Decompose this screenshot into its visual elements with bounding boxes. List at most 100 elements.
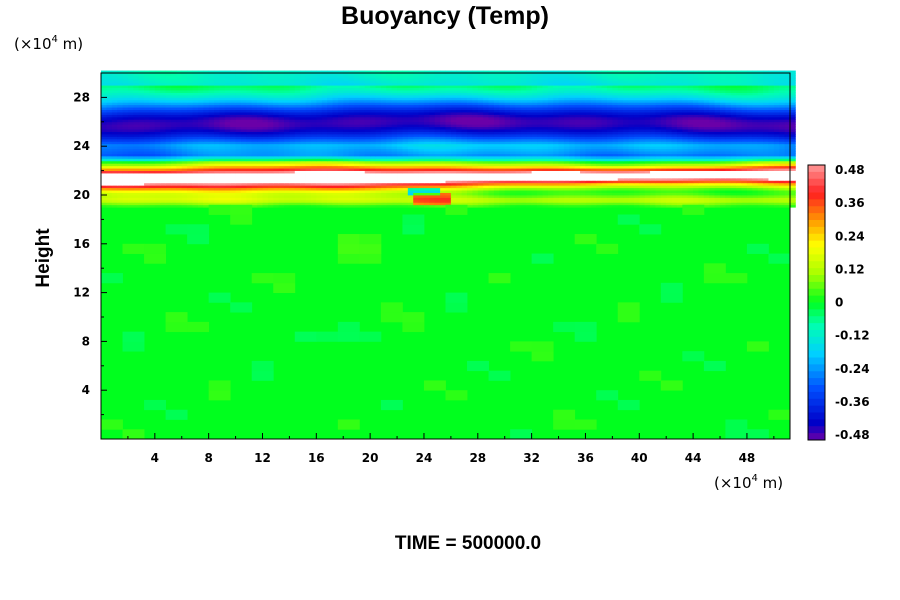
heatmap-cell xyxy=(219,131,226,135)
heatmap-cell xyxy=(386,204,393,208)
heatmap-cell xyxy=(526,175,533,179)
heatmap-cell xyxy=(117,148,123,152)
heatmap-cell xyxy=(101,197,107,201)
heatmap-cell xyxy=(558,173,565,176)
heatmap-cell xyxy=(423,158,430,162)
heatmap-cell xyxy=(493,190,500,193)
heatmap-cell xyxy=(289,199,296,203)
heatmap-cell xyxy=(429,199,436,203)
heatmap-cell xyxy=(617,185,624,189)
heatmap-cell xyxy=(671,192,678,196)
heatmap-cell xyxy=(337,177,344,181)
heatmap-cell xyxy=(488,146,495,150)
heatmap-cell xyxy=(246,175,253,179)
heatmap-cell xyxy=(574,136,581,140)
heatmap-cell xyxy=(359,129,366,132)
heatmap-cell xyxy=(660,148,667,152)
heatmap-cell xyxy=(133,151,140,154)
heatmap-cell xyxy=(386,182,393,186)
heatmap-cell xyxy=(773,175,780,179)
heatmap-cell xyxy=(197,138,204,142)
heatmap-cell xyxy=(580,134,586,137)
heatmap-cell xyxy=(596,126,603,130)
heatmap-cell xyxy=(316,202,323,206)
heatmap-cell xyxy=(224,202,231,206)
heatmap-cell xyxy=(380,158,387,162)
heatmap-cell xyxy=(407,129,414,132)
heatmap-cell xyxy=(790,190,796,193)
heatmap-cell xyxy=(601,138,608,142)
heatmap-cell xyxy=(537,185,543,189)
heatmap-cell xyxy=(650,195,656,198)
heatmap-cell xyxy=(531,204,538,208)
heatmap-cell xyxy=(165,190,172,193)
heatmap-cell xyxy=(214,131,220,135)
heatmap-cell xyxy=(208,177,215,181)
heatmap-cell xyxy=(623,192,629,196)
heatmap-cell xyxy=(563,138,570,142)
heatmap-cell xyxy=(133,148,140,152)
heatmap-cell xyxy=(197,202,204,206)
heatmap-cell xyxy=(510,146,516,150)
heatmap-cell xyxy=(617,199,624,203)
heatmap-cell xyxy=(300,155,306,159)
heatmap-cell xyxy=(337,160,344,164)
heatmap-cell xyxy=(106,124,113,128)
heatmap-cell xyxy=(617,146,624,150)
heatmap-cell xyxy=(606,182,613,186)
heatmap-cell xyxy=(413,153,419,157)
heatmap-cell xyxy=(117,112,123,115)
heatmap-cell xyxy=(321,180,328,184)
heatmap-cell xyxy=(730,153,737,157)
heatmap-cell xyxy=(779,136,786,140)
heatmap-cell xyxy=(698,141,705,145)
heatmap-cell xyxy=(397,124,403,128)
heatmap-cell xyxy=(160,195,166,198)
heatmap-cell xyxy=(773,202,780,206)
heatmap-cell xyxy=(214,146,220,150)
heatmap-cell xyxy=(504,195,511,198)
heatmap-cell xyxy=(531,136,538,140)
heatmap-cell xyxy=(101,116,107,120)
heatmap-cell xyxy=(510,124,516,128)
heatmap-cell xyxy=(547,173,554,176)
heatmap-cell xyxy=(138,126,145,130)
heatmap-cell xyxy=(660,173,667,176)
heatmap-cell xyxy=(542,136,549,140)
heatmap-cell xyxy=(483,170,489,174)
heatmap-cell xyxy=(380,131,387,135)
heatmap-cell xyxy=(208,138,215,142)
heatmap-cell xyxy=(122,197,129,201)
heatmap-cell xyxy=(725,153,732,157)
heatmap-cell xyxy=(671,148,678,152)
heatmap-cell xyxy=(343,170,350,174)
heatmap-cell xyxy=(655,160,662,164)
heatmap-cell xyxy=(230,180,236,184)
heatmap-cell xyxy=(391,197,398,201)
heatmap-cell xyxy=(332,187,339,191)
heatmap-cell xyxy=(278,168,285,171)
heatmap-cell xyxy=(294,129,301,132)
heatmap-cell xyxy=(257,195,263,198)
heatmap-cell xyxy=(537,170,543,174)
heatmap-cell xyxy=(693,134,699,137)
heatmap-cell xyxy=(122,112,129,115)
heatmap-cell xyxy=(262,163,269,167)
heatmap-cell xyxy=(790,146,796,150)
heatmap-cell xyxy=(106,148,113,152)
heatmap-cell xyxy=(165,202,172,206)
heatmap-cell xyxy=(197,168,204,171)
heatmap-cell xyxy=(520,119,527,123)
heatmap-cell xyxy=(391,158,398,162)
heatmap-cell xyxy=(170,126,177,130)
heatmap-cell xyxy=(671,124,678,128)
heatmap-cell xyxy=(251,126,258,130)
heatmap-cell xyxy=(117,195,123,198)
heatmap-cell xyxy=(176,204,183,208)
heatmap-cell xyxy=(537,114,543,118)
heatmap-cell xyxy=(273,190,280,193)
heatmap-cell xyxy=(375,116,382,120)
heatmap-cell xyxy=(526,163,533,167)
heatmap-cell xyxy=(423,119,430,123)
heatmap-cell xyxy=(117,168,123,171)
